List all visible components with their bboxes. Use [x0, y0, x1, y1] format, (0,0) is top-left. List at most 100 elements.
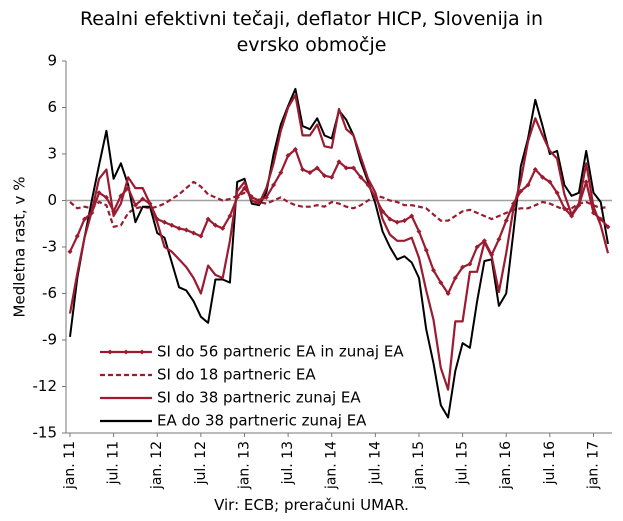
- y-tick-label: 0: [47, 191, 57, 209]
- data-point: [256, 198, 262, 203]
- y-tick-label: -3: [42, 238, 57, 256]
- data-point: [372, 194, 378, 200]
- data-point: [561, 205, 567, 211]
- data-point: [532, 167, 538, 172]
- data-point: [292, 146, 298, 152]
- data-point: [140, 196, 146, 202]
- data-point: [540, 174, 546, 180]
- source-note: Vir: ECB; preračuni UMAR.: [214, 496, 409, 514]
- data-point: [554, 190, 560, 196]
- chart-title-line-2: evrsko območje: [236, 34, 387, 56]
- data-point: [525, 182, 531, 188]
- x-tick-label: jan. 11: [62, 441, 78, 490]
- data-point: [409, 213, 415, 219]
- data-point: [183, 227, 189, 233]
- data-point: [125, 185, 131, 191]
- chart-title-line-1: Realni efektivni tečaji, deflator HICP, …: [79, 8, 544, 30]
- legend-label-3: EA do 38 partneric zunaj EA: [157, 412, 367, 430]
- x-tick-label: jan. 14: [324, 441, 340, 490]
- x-tick-label: jul. 15: [455, 441, 471, 485]
- y-tick-label: -9: [42, 331, 57, 349]
- x-tick-label: jul. 16: [542, 441, 558, 485]
- data-point: [569, 213, 575, 219]
- x-tick-label: jan. 12: [149, 441, 165, 490]
- chart-title: Realni efektivni tečaji, deflator HICP, …: [0, 6, 623, 58]
- x-tick-label: jan. 15: [411, 441, 427, 490]
- x-tick-label: jul. 14: [367, 441, 383, 485]
- data-point: [598, 216, 604, 222]
- data-point: [321, 173, 327, 179]
- data-point: [358, 174, 364, 180]
- data-point: [162, 219, 168, 225]
- data-point: [300, 167, 306, 172]
- data-point: [605, 224, 611, 230]
- data-point: [220, 225, 226, 231]
- data-point: [351, 165, 357, 171]
- data-point: [132, 202, 138, 208]
- x-tick-label: jan. 16: [498, 441, 514, 490]
- data-point: [249, 194, 255, 200]
- data-point: [191, 230, 197, 236]
- data-point: [431, 267, 437, 273]
- x-axis-ticks: jan. 11 jul. 11 jan. 12 jul. 12 jan. 13 jul. …: [62, 433, 601, 490]
- data-point: [212, 222, 218, 228]
- data-point: [111, 208, 117, 214]
- data-point: [82, 216, 88, 222]
- data-point: [278, 170, 284, 176]
- data-point: [336, 159, 342, 165]
- data-point: [205, 216, 211, 222]
- data-point: [271, 182, 277, 188]
- y-axis-label: Medletna rast, v %: [11, 177, 29, 318]
- series-line-2: [68, 93, 610, 391]
- y-tick-label: 6: [47, 98, 57, 116]
- data-point: [576, 202, 582, 208]
- data-point: [489, 252, 495, 258]
- data-point: [285, 153, 291, 159]
- data-point: [460, 264, 466, 270]
- legend-marker: [107, 349, 113, 355]
- data-point: [329, 174, 335, 180]
- chart-axes: [65, 61, 612, 434]
- data-point: [547, 179, 553, 185]
- data-point: [380, 208, 386, 214]
- legend-label-0: SI do 56 partneric EA in zunaj EA: [157, 343, 404, 361]
- x-tick-label: jul. 11: [106, 441, 122, 485]
- data-point: [118, 193, 124, 199]
- data-point: [365, 182, 371, 188]
- series-line-0: [69, 148, 609, 295]
- x-tick-label: jan. 13: [236, 441, 252, 490]
- legend: SI do 56 partneric EA in zunaj EA SI do 1…: [100, 343, 404, 430]
- data-point: [169, 222, 175, 228]
- data-point: [89, 210, 95, 216]
- data-point: [423, 247, 429, 253]
- legend-label-2: SI do 38 partneric zunaj EA: [157, 389, 361, 407]
- data-point: [314, 165, 320, 171]
- data-point: [67, 249, 73, 255]
- data-point: [467, 261, 473, 267]
- legend-marker: [139, 349, 145, 355]
- y-axis-ticks: 9 6 3 0 -3 -6 -9 -12 -15: [33, 52, 66, 442]
- data-point: [510, 201, 516, 207]
- data-point: [263, 194, 269, 200]
- y-tick-label: -15: [33, 424, 58, 442]
- data-point: [438, 280, 444, 286]
- data-point: [96, 190, 102, 196]
- data-point: [234, 194, 240, 200]
- data-point: [227, 213, 233, 219]
- data-point: [401, 218, 407, 224]
- x-tick-label: jul. 13: [280, 441, 296, 485]
- series-layer: [67, 87, 611, 419]
- data-point: [74, 233, 80, 239]
- x-tick-label: jul. 12: [193, 441, 209, 485]
- data-point: [474, 244, 480, 250]
- data-point: [147, 201, 153, 207]
- data-point: [198, 233, 204, 239]
- data-point: [387, 216, 393, 222]
- data-point: [416, 229, 422, 234]
- data-point: [176, 225, 182, 231]
- data-point: [343, 165, 349, 171]
- data-point: [103, 194, 109, 200]
- data-point: [590, 210, 596, 216]
- data-point: [307, 170, 313, 176]
